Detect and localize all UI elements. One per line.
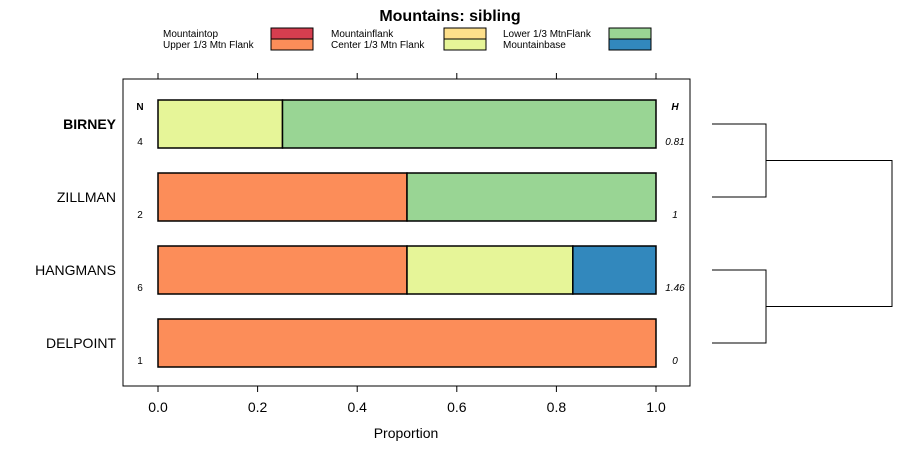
x-tick-label: 1.0 — [646, 399, 666, 415]
bar-segment — [157, 172, 408, 222]
legend-label: Lower 1/3 MtnFlank — [503, 29, 592, 40]
h-value-label: 0 — [672, 356, 678, 367]
x-tick-label: 0.0 — [148, 399, 168, 415]
dendrogram — [712, 123, 893, 344]
bar-segment — [157, 318, 657, 368]
axes: 0.0 0.2 0.4 0.6 0.8 1.0 — [148, 73, 666, 415]
chart-title: Mountains: sibling — [379, 8, 520, 25]
legend-swatch — [443, 38, 487, 51]
bar-segment — [406, 245, 574, 295]
legend-swatch — [270, 38, 314, 51]
category-label: DELPOINT — [46, 335, 116, 351]
legend-swatch — [608, 27, 652, 40]
plot-panel — [122, 78, 691, 387]
h-value-label: 0.81 — [665, 137, 684, 148]
n-value-label: 6 — [137, 283, 143, 294]
n-value-label: 1 — [137, 356, 143, 367]
x-tick-label: 0.4 — [347, 399, 367, 415]
bars: BIRNEY 4 0.81 ZILLMAN 2 1 HANGMANS 6 1.46 DELPOIN… — [35, 99, 685, 368]
legend-label: Center 1/3 Mtn Flank — [331, 40, 425, 51]
dendrogram-branch — [766, 160, 893, 307]
bar-segment — [157, 99, 284, 149]
h-header: H — [671, 102, 679, 113]
legend-swatch — [270, 27, 314, 40]
n-value-label: 4 — [137, 137, 143, 148]
legend-label: Mountainbase — [503, 40, 566, 51]
bar-segment — [572, 245, 657, 295]
legend-label: Upper 1/3 Mtn Flank — [163, 40, 255, 51]
x-tick-label: 0.2 — [248, 399, 268, 415]
bar-segment — [281, 99, 657, 149]
bar-segment — [406, 172, 657, 222]
n-header: N — [136, 102, 143, 113]
legend-label: Mountainflank — [331, 29, 394, 40]
h-value-label: 1.46 — [665, 283, 685, 294]
bar-segment — [157, 245, 408, 295]
legend-swatch — [443, 27, 487, 40]
dendrogram-branch — [712, 123, 767, 198]
category-label: BIRNEY — [63, 116, 117, 132]
legend-swatch — [608, 38, 652, 51]
n-value-label: 2 — [137, 210, 143, 221]
x-tick-label: 0.8 — [547, 399, 567, 415]
category-label: HANGMANS — [35, 262, 116, 278]
x-tick-label: 0.6 — [447, 399, 467, 415]
h-value-label: 1 — [672, 210, 678, 221]
dendrogram-branch — [712, 269, 767, 344]
x-axis-label: Proportion — [374, 425, 439, 441]
category-label: ZILLMAN — [57, 189, 116, 205]
legend-label: Mountaintop — [163, 29, 218, 40]
